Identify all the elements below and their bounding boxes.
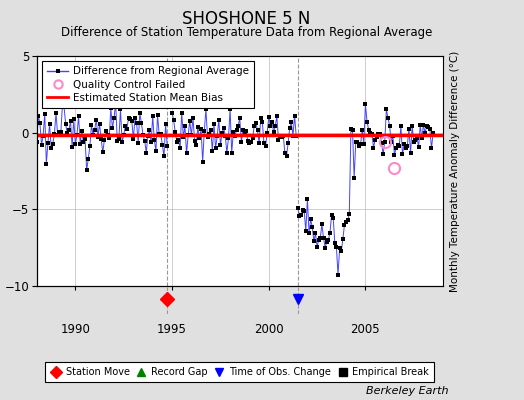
Text: SHOSHONE 5 N: SHOSHONE 5 N (182, 10, 310, 28)
Legend: Difference from Regional Average, Quality Control Failed, Estimated Station Mean: Difference from Regional Average, Qualit… (42, 61, 254, 108)
Text: 2005: 2005 (351, 323, 380, 336)
Text: Difference of Station Temperature Data from Regional Average: Difference of Station Temperature Data f… (61, 26, 432, 39)
Text: 2000: 2000 (254, 323, 283, 336)
Text: 1990: 1990 (60, 323, 90, 336)
Y-axis label: Monthly Temperature Anomaly Difference (°C): Monthly Temperature Anomaly Difference (… (450, 50, 460, 292)
Text: Berkeley Earth: Berkeley Earth (366, 386, 448, 396)
Legend: Station Move, Record Gap, Time of Obs. Change, Empirical Break: Station Move, Record Gap, Time of Obs. C… (46, 362, 434, 382)
Text: 1995: 1995 (157, 323, 187, 336)
